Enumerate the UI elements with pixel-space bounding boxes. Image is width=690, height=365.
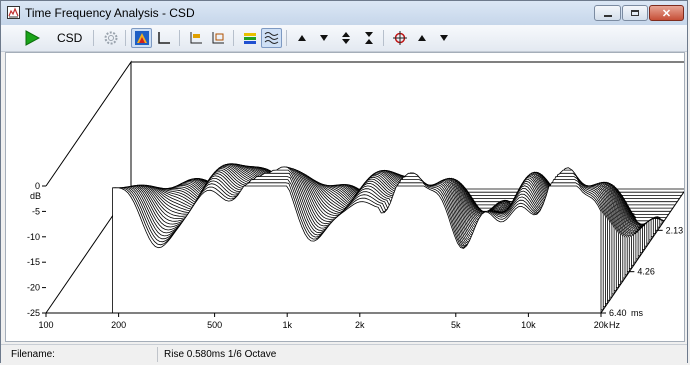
maximize-icon <box>631 10 639 16</box>
color-button[interactable] <box>239 28 260 48</box>
status-bar: Filename: Rise 0.580ms 1/6 Octave <box>1 344 687 365</box>
minimize-button[interactable] <box>594 5 621 21</box>
plot-style-1-button[interactable] <box>185 28 206 48</box>
side-wall-outline <box>45 60 132 189</box>
compress-icon <box>364 32 373 44</box>
filename-label: Filename: <box>11 349 55 360</box>
play-button[interactable] <box>21 28 42 48</box>
settings-button[interactable] <box>100 28 121 48</box>
expand-button[interactable] <box>335 28 356 48</box>
x-tick-label: 200 <box>111 320 126 330</box>
title-bar[interactable]: Time Frequency Analysis - CSD ✕ <box>1 1 687 26</box>
y-axis-unit: dB <box>30 191 41 201</box>
x-tick-label: 1k <box>282 320 292 330</box>
move-up-button[interactable] <box>291 28 312 48</box>
target-button[interactable] <box>389 28 410 48</box>
axes-icon <box>157 32 170 44</box>
csd-slice <box>112 185 602 314</box>
triangle-up-icon <box>297 35 306 41</box>
maximize-button[interactable] <box>622 5 648 21</box>
wave-lines-button[interactable] <box>261 28 282 48</box>
z-tick-label: 6.40 <box>609 308 627 318</box>
toolbar-separator <box>125 30 126 46</box>
expand-icon <box>341 32 350 44</box>
close-icon: ✕ <box>661 7 672 20</box>
plot-style-2-button[interactable] <box>207 28 228 48</box>
crosshair-icon <box>392 31 407 45</box>
waterfall-icon <box>134 31 149 45</box>
y-tick-label: 0 <box>35 181 40 191</box>
y-tick-label: -15 <box>27 257 40 267</box>
csd-plot-area[interactable]: 0 -5 -10 -15 -20 -25 dB 100 200 500 1k 2k 5k 10k 20k Hz… <box>5 52 690 342</box>
y-tick-label: -5 <box>32 206 40 216</box>
toolbar-separator <box>383 30 384 46</box>
triangle-down-icon <box>319 35 328 41</box>
x-axis-unit: Hz <box>609 320 620 330</box>
triangle-up-icon <box>417 35 426 41</box>
play-icon <box>25 30 40 46</box>
x-tick-label: 500 <box>207 320 222 330</box>
chart-flag-icon <box>190 32 202 44</box>
waterfall-view-button[interactable] <box>131 28 152 48</box>
y-tick-label: -25 <box>27 308 40 318</box>
right-depth-edge <box>600 188 687 314</box>
toolbar-separator <box>286 30 287 46</box>
z-tick-label: 2.13 <box>666 225 684 235</box>
x-tick-label: 20k <box>594 320 609 330</box>
close-button[interactable]: ✕ <box>649 5 684 21</box>
app-icon[interactable] <box>7 6 20 19</box>
target-up-button[interactable] <box>411 28 432 48</box>
x-tick-label: 2k <box>355 320 365 330</box>
toolbar: CSD <box>1 25 687 52</box>
toolbar-separator <box>179 30 180 46</box>
x-tick-label: 10k <box>521 320 536 330</box>
csd-waterfall-chart[interactable]: 0 -5 -10 -15 -20 -25 dB 100 200 500 1k 2k 5k 10k 20k Hz… <box>6 53 690 341</box>
move-down-button[interactable] <box>313 28 334 48</box>
toolbar-separator <box>233 30 234 46</box>
z-axis-unit: ms <box>631 308 643 318</box>
gear-icon <box>104 31 117 45</box>
status-divider <box>157 347 158 362</box>
y-tick-label: -10 <box>27 232 40 242</box>
x-tick-label: 5k <box>451 320 461 330</box>
compress-button[interactable] <box>358 28 379 48</box>
minimize-icon <box>603 14 612 17</box>
axes-view-button[interactable] <box>153 28 174 48</box>
toolbar-separator <box>93 30 94 46</box>
wave-lines-icon <box>264 32 278 44</box>
y-tick-label: -20 <box>27 283 40 293</box>
target-down-button[interactable] <box>433 28 454 48</box>
chart-box-icon <box>212 32 224 44</box>
csd-button[interactable]: CSD <box>57 31 83 45</box>
color-bars-icon <box>243 33 256 44</box>
triangle-down-icon <box>439 35 448 41</box>
analysis-settings: Rise 0.580ms 1/6 Octave <box>164 349 277 360</box>
z-tick-label: 4.26 <box>637 267 655 277</box>
x-tick-label: 100 <box>38 320 53 330</box>
window-title: Time Frequency Analysis - CSD <box>25 6 195 20</box>
